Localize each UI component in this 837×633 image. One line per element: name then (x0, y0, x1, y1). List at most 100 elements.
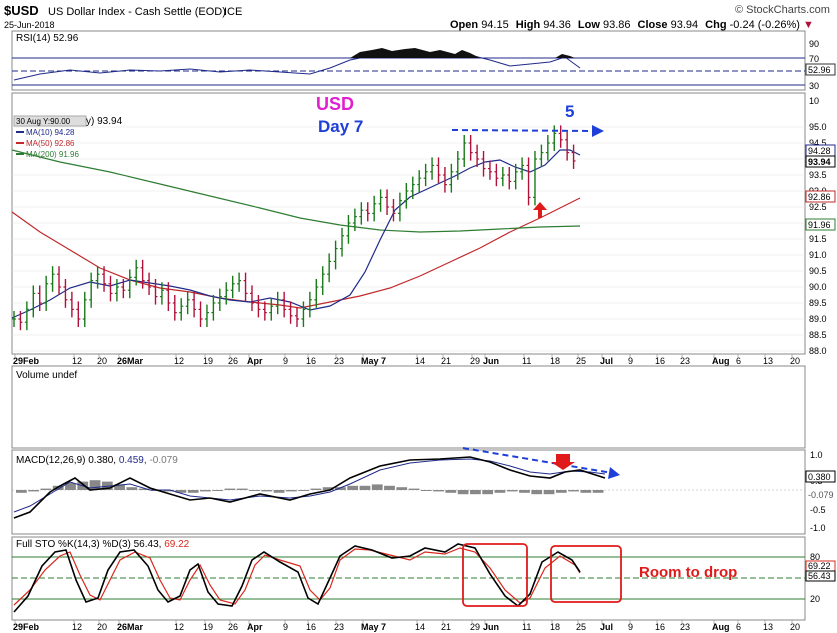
price-legend-close: y) 93.94 (86, 116, 123, 127)
macd-hist-bar (175, 490, 187, 493)
macd-hist-box: -0.079 (808, 490, 834, 500)
stoch-d-box: 69.22 (808, 561, 831, 571)
brand: © StockCharts.com (735, 4, 830, 16)
date-tick: 29 (470, 356, 480, 366)
date-tick: 12 (72, 622, 82, 632)
rsi-panel: RSI(14) 52.96 90 70 30 10 52.96 (11, 30, 836, 106)
ma10-line (11, 149, 581, 319)
rsi-tick: 10 (809, 96, 819, 106)
date-tick: 9 (283, 622, 288, 632)
rsi-tick: 70 (809, 54, 819, 64)
rsi-value-box: 52.96 (808, 65, 831, 75)
macd-hist-bar (494, 490, 506, 493)
date-tick: 26 (228, 622, 238, 632)
macd-hist-bar (187, 490, 199, 493)
cursor-tooltip: 30 Aug Y:90.00 (16, 117, 71, 126)
macd-hist-bar (163, 490, 175, 492)
wave-5-label: 5 (565, 102, 574, 121)
date-tick: 6 (736, 356, 741, 366)
price-tick: 89.0 (809, 314, 827, 324)
ma200-box: 91.96 (808, 220, 831, 230)
date-tick: 19 (203, 622, 213, 632)
macd-hist-bar (420, 490, 432, 491)
date-tick: 20 (790, 622, 800, 632)
date-tick: 21 (441, 356, 451, 366)
date-axis-top: 29Feb 12 20 26Mar 12 19 26 Apr 9 16 23 May 7 14 21 29 J… (13, 354, 800, 366)
date-tick: 29 (470, 622, 480, 632)
date-tick: 12 (72, 356, 82, 366)
date-tick: 23 (334, 622, 344, 632)
date-tick: 9 (283, 356, 288, 366)
date-tick: Jun (483, 622, 499, 632)
macd-hist-bar (298, 490, 309, 491)
macd-hist-bar (384, 485, 395, 490)
rsi-label: RSI(14) 52.96 (16, 33, 79, 44)
macd-box: 0.380 (808, 472, 831, 482)
price-tick: 88.0 (809, 346, 827, 356)
date-tick: Jul (600, 622, 613, 632)
ma10-legend: MA(10) 94.28 (26, 128, 75, 137)
ma200-legend: MA(200) 91.96 (26, 150, 79, 159)
macd-tick: -1.0 (810, 523, 826, 533)
macd-hist-bar (580, 490, 592, 493)
date-axis-bottom: 29Feb 12 20 26Mar 12 19 26 Apr 9 16 23 May 7 14 21 29 J… (13, 620, 800, 632)
ma50-box: 92.86 (808, 192, 831, 202)
volume-panel: Volume undef (11, 365, 806, 449)
price-tick: 91.0 (809, 250, 827, 260)
macd-hist-bar (65, 483, 76, 490)
date-tick: 11 (522, 356, 531, 366)
stoch-label: Full STO %K(14,3) %D(3) 56.43, 69.22 (16, 539, 190, 550)
price-tick: 90.0 (809, 282, 827, 292)
date-tick: 13 (763, 622, 773, 632)
macd-tick: 1.0 (810, 450, 823, 460)
ma10-box: 94.28 (808, 146, 831, 156)
up-arrow-icon (533, 202, 547, 218)
date-tick: 12 (174, 622, 184, 632)
date-tick: 29Feb (13, 622, 40, 632)
date-tick: 16 (306, 356, 316, 366)
macd-hist-bar (261, 490, 273, 492)
macd-hist-bar (249, 490, 260, 491)
date-tick: 29Feb (13, 356, 40, 366)
date-tick: 13 (763, 356, 773, 366)
date-tick: 16 (655, 622, 665, 632)
macd-hist-bar (138, 488, 150, 490)
day-annotation: Day 7 (318, 117, 363, 136)
macd-hist-bar (212, 490, 224, 491)
stoch-k-box: 56.43 (808, 571, 831, 581)
stoch-tick: 80 (810, 552, 820, 562)
date-tick: 19 (203, 356, 213, 366)
date-tick: 16 (306, 622, 316, 632)
date-tick: May 7 (361, 356, 386, 366)
macd-hist-bar (396, 487, 408, 490)
date-tick: 14 (415, 622, 425, 632)
price-tick: 94.5 (809, 138, 827, 148)
price-tick: 89.5 (809, 298, 827, 308)
macd-label: MACD(12,26,9) 0.380, 0.459, -0.079 (16, 455, 178, 466)
macd-hist-bar (531, 490, 543, 495)
macd-hist-bar (519, 490, 530, 493)
date-tick: 16 (655, 356, 665, 366)
macd-hist-bar (408, 488, 420, 490)
macd-hist-bar (592, 490, 604, 493)
macd-hist-bar (28, 490, 40, 492)
macd-hist-bar (470, 490, 481, 495)
macd-hist-bar (224, 488, 236, 490)
macd-hist-bar (200, 490, 211, 492)
price-tick: 91.5 (809, 234, 827, 244)
date-tick: 9 (628, 356, 633, 366)
date-tick: 18 (550, 356, 560, 366)
date-tick: 11 (522, 622, 531, 632)
rsi-tick: 30 (809, 81, 819, 91)
date-tick: 12 (174, 356, 184, 366)
stoch-tick: 20 (810, 594, 820, 604)
date-tick: 20 (97, 622, 107, 632)
date-tick: 20 (97, 356, 107, 366)
macd-hist-bar (457, 490, 469, 495)
stoch-panel: Room to drop Full STO %K(14,3) %D(3) 56.… (11, 536, 836, 621)
macd-tick: -0.5 (810, 505, 826, 515)
date-tick: 20 (790, 356, 800, 366)
macd-hist-bar (482, 490, 494, 495)
macd-hist-bar (126, 487, 138, 490)
